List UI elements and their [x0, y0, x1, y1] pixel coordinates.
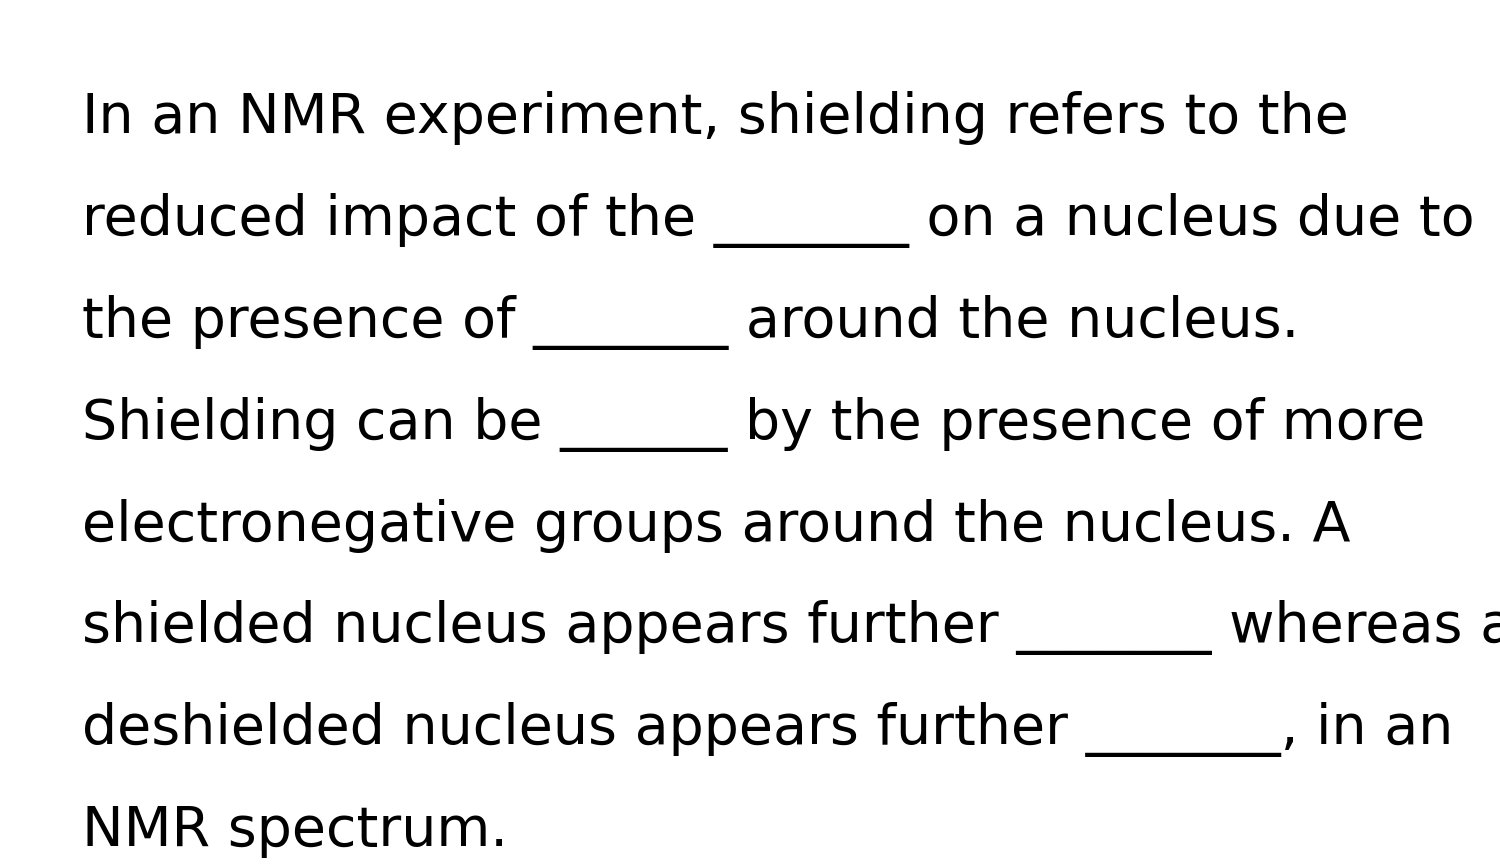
Text: reduced impact of the _______ on a nucleus due to: reduced impact of the _______ on a nucle…	[82, 193, 1474, 248]
Text: deshielded nucleus appears further _______, in an: deshielded nucleus appears further _____…	[82, 702, 1453, 758]
Text: the presence of _______ around the nucleus.: the presence of _______ around the nucle…	[82, 295, 1299, 350]
Text: electronegative groups around the nucleus. A: electronegative groups around the nucleu…	[82, 499, 1352, 553]
Text: NMR spectrum.: NMR spectrum.	[82, 804, 509, 858]
Text: shielded nucleus appears further _______ whereas a: shielded nucleus appears further _______…	[82, 600, 1500, 656]
Text: In an NMR experiment, shielding refers to the: In an NMR experiment, shielding refers t…	[82, 91, 1350, 145]
Text: Shielding can be ______ by the presence of more: Shielding can be ______ by the presence …	[82, 397, 1426, 452]
